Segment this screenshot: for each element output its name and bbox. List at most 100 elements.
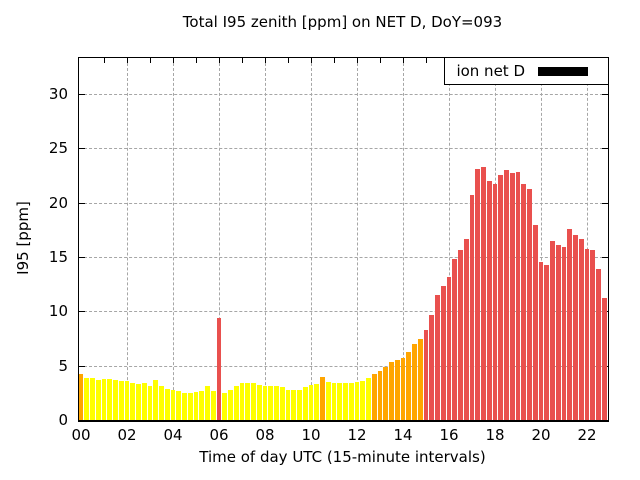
gridline-horizontal [79,365,608,367]
x-tick-mark-top [104,58,105,63]
y-tick-mark-right [602,256,608,258]
bar [193,391,199,420]
bar [216,317,222,420]
bar [417,338,423,420]
legend-label: ion net D [456,62,525,80]
bar [308,385,314,420]
bar [159,386,164,420]
bar [366,377,371,420]
bar [182,392,187,420]
bar [567,228,573,420]
bar [314,384,320,420]
bar [555,245,561,420]
gridline-horizontal [79,256,608,258]
x-tick-mark-top [380,58,381,63]
bar [469,195,475,420]
bar [343,383,348,420]
bar [90,377,95,420]
y-tick-label: 25 [48,139,68,157]
bar [268,386,274,420]
bar [458,250,463,420]
bar [504,170,509,420]
bar [118,380,124,420]
y-tick-mark-right [602,93,608,95]
gridline-horizontal [79,311,608,313]
y-tick-label: 20 [48,194,68,212]
bar [245,383,251,420]
bar [101,378,107,420]
x-tick-label: 06 [209,426,229,444]
bar [481,166,486,420]
x-tick-mark-top [357,58,358,63]
bar [475,168,481,420]
x-tick-label: 12 [347,426,367,444]
gridline-horizontal [79,93,608,95]
bar [320,376,325,420]
bar [228,389,233,420]
bar [509,173,515,420]
bar [337,383,343,420]
x-tick-mark-top [150,58,151,63]
gridline-vertical [587,58,588,420]
x-tick-mark-top [288,58,289,63]
x-tick-mark-top [311,58,312,63]
bar [153,379,159,420]
bar [251,383,256,420]
bar [285,389,291,420]
bar [446,276,452,420]
bar [176,390,182,420]
bar [532,225,538,420]
bar [199,390,205,420]
bar [360,380,366,420]
y-tick-label: 15 [48,248,68,266]
bar [521,184,527,420]
bar [550,240,555,420]
y-tick-mark-left [79,365,85,367]
x-tick-mark-top [242,58,243,63]
bar [164,388,170,420]
x-tick-label: 04 [163,426,183,444]
gridline-horizontal [79,148,608,150]
x-tick-label: 14 [393,426,413,444]
gridline-vertical [541,58,542,420]
bar [233,386,239,420]
bar [348,383,354,420]
gridline-vertical [403,58,404,420]
bar [302,387,308,420]
bar [371,374,377,420]
legend-box: ion net D [444,58,608,85]
bar [515,172,521,420]
bar [389,362,394,420]
bar [136,384,141,420]
bar [406,351,412,420]
x-tick-label: 20 [531,426,551,444]
bar [383,366,389,420]
gridline-vertical [311,58,312,420]
bar [279,387,285,420]
bar [527,188,532,420]
bar [124,380,130,420]
bar [486,180,492,420]
y-tick-mark-left [79,256,85,258]
gridline-vertical [357,58,358,420]
bar [435,295,440,420]
x-tick-mark-top [403,58,404,63]
y-tick-mark-left [79,202,85,204]
bar [601,298,607,420]
x-tick-label: 10 [301,426,321,444]
bar [498,175,504,420]
y-tick-label: 5 [58,357,68,375]
y-tick-mark-right [602,202,608,204]
bar [291,389,297,420]
bar [239,383,245,420]
bar [354,382,360,420]
bar [256,385,262,420]
bar [573,235,578,420]
chart-title: Total I95 zenith [ppm] on NET D, DoY=093 [182,13,503,31]
bar [440,286,446,420]
x-tick-label: 00 [71,426,91,444]
gridline-vertical [219,58,220,420]
bar [84,377,90,420]
x-tick-label: 08 [255,426,275,444]
